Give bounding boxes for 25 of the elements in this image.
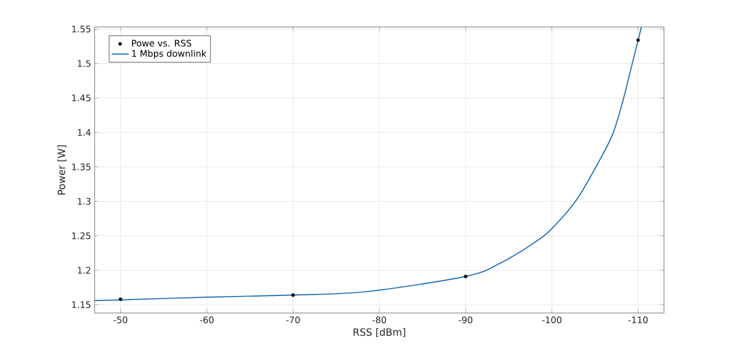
y-tick-label: 1.15 [72,301,90,308]
x-tick-label: -60 [200,316,214,324]
x-tick-label: -70 [286,316,300,324]
x-tick-label: -80 [372,316,386,324]
y-tick-label: 1.3 [78,198,90,205]
y-axis-title: Power [W] [57,145,66,194]
y-tick-label: 1.25 [72,232,90,240]
y-tick-label: 1.55 [72,26,90,32]
y-tick-label: 1.45 [72,94,90,102]
y-tick-label: 1.35 [72,164,90,170]
legend-label: 1 Mbps downlink [132,50,206,59]
point [291,293,295,297]
point [636,38,640,42]
x-tick-label: -100 [542,316,562,324]
x-tick-label: -50 [114,316,128,324]
point [118,297,122,302]
line-series [94,26,642,302]
y-tick-label: 1.4 [78,129,91,136]
x-tick-label: -90 [458,316,472,324]
legend-label: Powe vs. RSS [132,40,192,47]
x-axis-title: RSS [dBm] [354,328,406,338]
y-tick-label: 1.5 [78,60,90,67]
y-tick-label: 1.2 [78,266,90,274]
point [464,274,468,278]
x-tick-label: -110 [628,316,648,324]
